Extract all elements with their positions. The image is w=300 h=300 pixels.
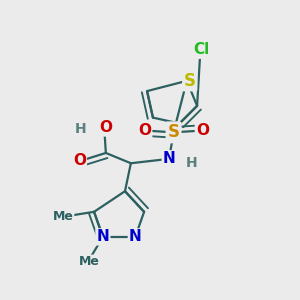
- Text: S: S: [168, 123, 180, 141]
- Text: Me: Me: [79, 255, 100, 268]
- Text: O: O: [73, 153, 86, 168]
- Text: Cl: Cl: [194, 42, 210, 57]
- Text: H: H: [75, 122, 87, 136]
- Text: N: N: [163, 151, 175, 166]
- Text: O: O: [138, 123, 151, 138]
- Text: O: O: [196, 123, 209, 138]
- Text: H: H: [185, 156, 197, 170]
- Text: Me: Me: [53, 210, 74, 223]
- Text: S: S: [184, 72, 196, 90]
- Text: O: O: [99, 120, 112, 135]
- Text: N: N: [129, 230, 142, 244]
- Text: N: N: [97, 230, 109, 244]
